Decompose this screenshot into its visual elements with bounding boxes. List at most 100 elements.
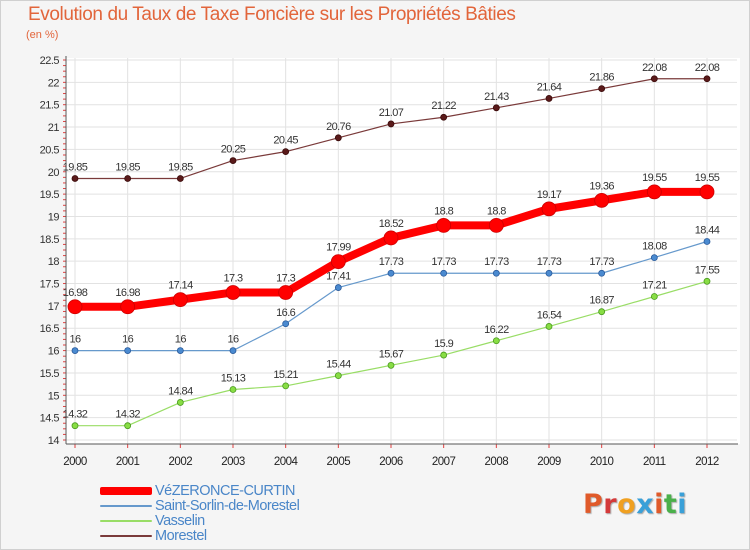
legend-label: VéZERONCE-CURTIN — [155, 483, 295, 499]
data-label: 22.08 — [642, 62, 667, 74]
data-point — [545, 269, 553, 277]
x-tick-label: 2008 — [485, 456, 509, 468]
logo-letter: t — [663, 489, 678, 520]
data-label: 19.85 — [168, 161, 193, 173]
data-point — [545, 95, 553, 102]
data-point — [541, 201, 557, 217]
data-point — [440, 113, 448, 121]
data-label: 15.67 — [379, 348, 404, 360]
data-label: 22.08 — [695, 62, 720, 74]
logo-letter: x — [636, 489, 655, 520]
data-point — [124, 175, 132, 182]
y-tick-label: 22.5 — [40, 55, 60, 67]
y-tick-label: 18.5 — [40, 234, 60, 246]
logo-letter: P — [583, 489, 604, 520]
data-point — [699, 184, 715, 200]
data-label: 19.17 — [537, 189, 562, 201]
data-point — [492, 337, 500, 345]
data-point — [646, 184, 662, 200]
data-point — [488, 218, 504, 233]
logo-letter: r — [603, 489, 618, 520]
data-point — [492, 104, 500, 112]
data-point — [440, 351, 448, 359]
data-point — [282, 148, 290, 156]
x-tick-label: 2003 — [221, 456, 245, 468]
y-tick-label: 17 — [48, 301, 60, 313]
data-point — [594, 192, 610, 208]
data-point — [334, 372, 342, 380]
data-label: 16.98 — [115, 287, 140, 299]
data-label: 15.9 — [434, 338, 453, 350]
data-label: 21.07 — [379, 107, 404, 119]
data-label: 21.43 — [484, 91, 509, 103]
data-point — [282, 320, 290, 328]
data-label: 14.32 — [63, 409, 88, 421]
x-tick-label: 2006 — [379, 456, 403, 468]
data-point — [650, 254, 658, 262]
data-label: 18.44 — [695, 225, 720, 237]
data-label: 19.55 — [695, 172, 720, 184]
logo-letter: o — [617, 489, 637, 520]
proxiti-logo: Proxiti — [583, 489, 687, 520]
y-tick-label: 15 — [48, 390, 60, 402]
y-tick-label: 14 — [48, 435, 60, 447]
data-label: 20.45 — [273, 135, 298, 147]
y-tick-label: 21 — [48, 122, 60, 134]
data-point — [71, 422, 79, 430]
data-point — [598, 308, 606, 316]
data-point — [229, 157, 237, 164]
y-tick-label: 20 — [48, 167, 60, 179]
data-label: 16.54 — [537, 309, 562, 321]
data-point — [176, 175, 184, 182]
data-label: 18.8 — [487, 205, 506, 217]
data-label: 21.64 — [537, 81, 562, 93]
data-label: 14.84 — [168, 385, 193, 397]
data-label: 15.13 — [221, 372, 246, 384]
data-label: 17.55 — [695, 264, 720, 276]
data-point — [225, 285, 241, 300]
data-point — [598, 269, 606, 277]
data-label: 18.52 — [379, 218, 404, 230]
legend-swatch — [100, 535, 152, 537]
data-point — [436, 218, 452, 233]
data-point — [71, 347, 79, 354]
data-label: 14.32 — [115, 409, 140, 421]
data-label: 16.22 — [484, 324, 509, 336]
data-label: 19.85 — [63, 161, 88, 173]
x-tick-label: 2002 — [169, 456, 193, 468]
data-label: 16 — [175, 334, 187, 346]
data-label: 16.6 — [276, 307, 295, 319]
chart-subtitle: (en %) — [26, 29, 59, 41]
legend-swatch — [100, 505, 152, 507]
data-point — [229, 386, 237, 393]
data-label: 21.22 — [431, 100, 456, 112]
y-tick-label: 18 — [48, 256, 60, 268]
y-tick-label: 15.5 — [40, 368, 60, 380]
logo-letter: i — [677, 489, 688, 520]
data-point — [120, 299, 136, 315]
data-label: 16 — [122, 334, 134, 346]
data-label: 17.73 — [379, 256, 404, 268]
data-label: 16 — [227, 334, 239, 346]
data-label: 21.86 — [589, 72, 614, 84]
x-tick-label: 2000 — [63, 456, 87, 468]
data-label: 16 — [69, 334, 81, 346]
data-label: 16.98 — [63, 287, 88, 299]
legend-swatch — [100, 487, 152, 495]
data-point — [278, 285, 294, 300]
data-point — [387, 361, 395, 369]
data-label: 20.25 — [221, 144, 246, 156]
data-point — [650, 75, 658, 83]
data-point — [387, 120, 395, 128]
legend-label: Saint-Sorlin-de-Morestel — [155, 498, 300, 514]
data-point — [282, 382, 290, 390]
data-point — [229, 347, 237, 354]
x-tick-label: 2004 — [274, 456, 299, 468]
data-point — [703, 277, 711, 285]
y-tick-label: 19 — [48, 211, 60, 223]
legend-swatch — [100, 520, 152, 522]
data-point — [71, 175, 79, 182]
data-label: 17.99 — [326, 242, 351, 254]
y-tick-label: 16 — [48, 346, 60, 358]
